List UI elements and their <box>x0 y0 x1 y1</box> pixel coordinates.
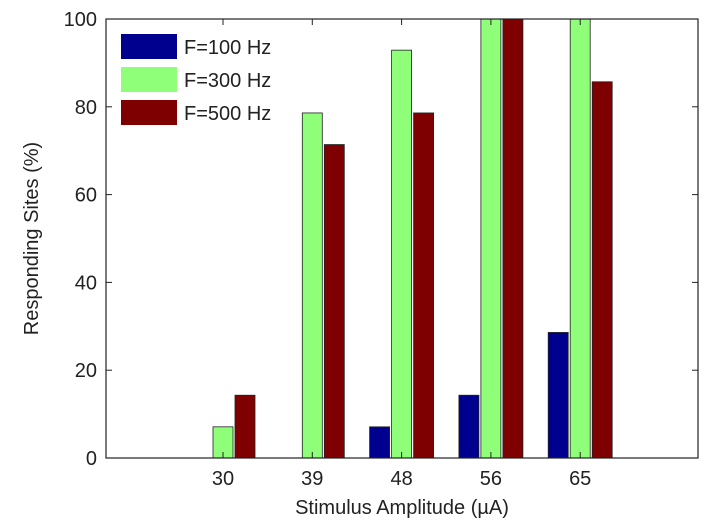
bar-f-100-hz-56 <box>458 394 480 459</box>
x-tick-label: 48 <box>390 468 412 490</box>
bar-f-100-hz-65 <box>547 332 569 459</box>
x-axis-ticks: 30 39 48 56 65 <box>212 19 591 490</box>
y-tick-label: 100 <box>64 9 97 31</box>
bar-f-300-hz-39 <box>301 112 323 459</box>
x-tick-label: 30 <box>212 468 234 490</box>
bar-f-500-hz-30 <box>234 394 256 459</box>
y-tick-label: 20 <box>75 360 97 382</box>
legend: F=100 Hz F=300 Hz F=500 Hz <box>121 34 271 125</box>
bars-layer <box>212 18 613 459</box>
bar-f-100-hz-48 <box>369 426 391 459</box>
x-tick-label: 56 <box>480 468 502 490</box>
x-tick-label: 39 <box>301 468 323 490</box>
x-axis-label: Stimulus Amplitude (µA) <box>295 497 509 519</box>
y-axis-ticks: 0 20 40 60 80 100 <box>64 9 698 470</box>
x-tick-label: 65 <box>569 468 591 490</box>
bar-f-500-hz-48 <box>413 112 435 459</box>
legend-swatch-f-500-hz <box>121 100 177 125</box>
y-axis-label: Responding Sites (%) <box>21 142 43 335</box>
y-tick-label: 80 <box>75 97 97 119</box>
bar-f-300-hz-56 <box>480 18 502 459</box>
bar-f-500-hz-65 <box>591 81 613 459</box>
legend-swatch-f-100-hz <box>121 34 177 59</box>
bar-f-300-hz-48 <box>391 49 413 459</box>
legend-label: F=500 Hz <box>184 103 271 125</box>
y-tick-label: 0 <box>86 448 97 470</box>
y-tick-label: 60 <box>75 185 97 207</box>
bar-f-500-hz-39 <box>323 144 345 459</box>
legend-label: F=100 Hz <box>184 37 271 59</box>
legend-swatch-f-300-hz <box>121 67 177 92</box>
y-tick-label: 40 <box>75 272 97 294</box>
legend-label: F=300 Hz <box>184 70 271 92</box>
bar-f-300-hz-65 <box>569 18 591 459</box>
bar-f-500-hz-56 <box>502 18 524 459</box>
